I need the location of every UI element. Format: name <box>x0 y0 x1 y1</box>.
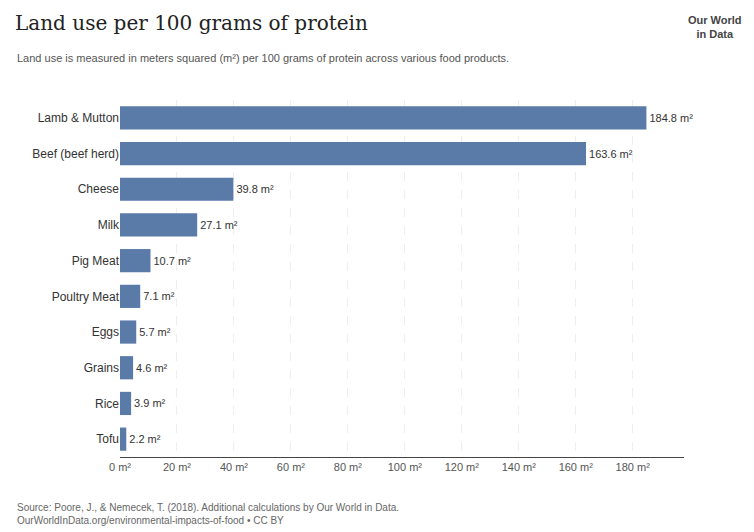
svg-text:Cheese: Cheese <box>78 182 120 196</box>
svg-text:Source: Poore, J., & Nemecek,: Source: Poore, J., & Nemecek, T. (2018).… <box>17 502 399 526</box>
svg-text:80 m²: 80 m² <box>334 461 362 473</box>
svg-text:180 m²: 180 m² <box>616 461 651 473</box>
svg-text:5.7 m²: 5.7 m² <box>139 326 171 338</box>
svg-text:Pig Meat: Pig Meat <box>72 254 120 268</box>
svg-text:Eggs: Eggs <box>92 325 119 339</box>
svg-text:40 m²: 40 m² <box>220 461 248 473</box>
svg-text:3.9 m²: 3.9 m² <box>134 397 166 409</box>
svg-text:140 m²: 140 m² <box>502 461 537 473</box>
svg-text:Grains: Grains <box>84 361 119 375</box>
svg-text:20 m²: 20 m² <box>163 461 191 473</box>
svg-text:2.2 m²: 2.2 m² <box>129 433 161 445</box>
svg-text:163.6 m²: 163.6 m² <box>589 148 633 160</box>
svg-text:120 m²: 120 m² <box>445 461 480 473</box>
svg-text:60 m²: 60 m² <box>277 461 305 473</box>
svg-text:100 m²: 100 m² <box>388 461 423 473</box>
svg-text:Our Worldin Data: Our Worldin Data <box>688 14 742 40</box>
svg-text:Land use is measured in meters: Land use is measured in meters squared (… <box>17 52 509 64</box>
svg-text:7.1 m²: 7.1 m² <box>143 290 175 302</box>
svg-text:160 m²: 160 m² <box>559 461 594 473</box>
svg-text:10.7 m²: 10.7 m² <box>153 255 191 267</box>
svg-text:39.8 m²: 39.8 m² <box>236 183 274 195</box>
svg-text:27.1 m²: 27.1 m² <box>200 219 238 231</box>
svg-text:Beef (beef herd): Beef (beef herd) <box>32 147 119 161</box>
svg-text:184.8 m²: 184.8 m² <box>649 112 693 124</box>
svg-text:0 m²: 0 m² <box>109 461 131 473</box>
svg-text:4.6 m²: 4.6 m² <box>136 362 168 374</box>
svg-text:Poultry Meat: Poultry Meat <box>52 290 120 304</box>
svg-text:Land use per 100 grams of prot: Land use per 100 grams of protein <box>15 11 368 35</box>
svg-text:Milk: Milk <box>98 218 120 232</box>
svg-text:Rice: Rice <box>95 397 119 411</box>
svg-text:Tofu: Tofu <box>96 432 119 446</box>
svg-text:Lamb & Mutton: Lamb & Mutton <box>38 111 119 125</box>
